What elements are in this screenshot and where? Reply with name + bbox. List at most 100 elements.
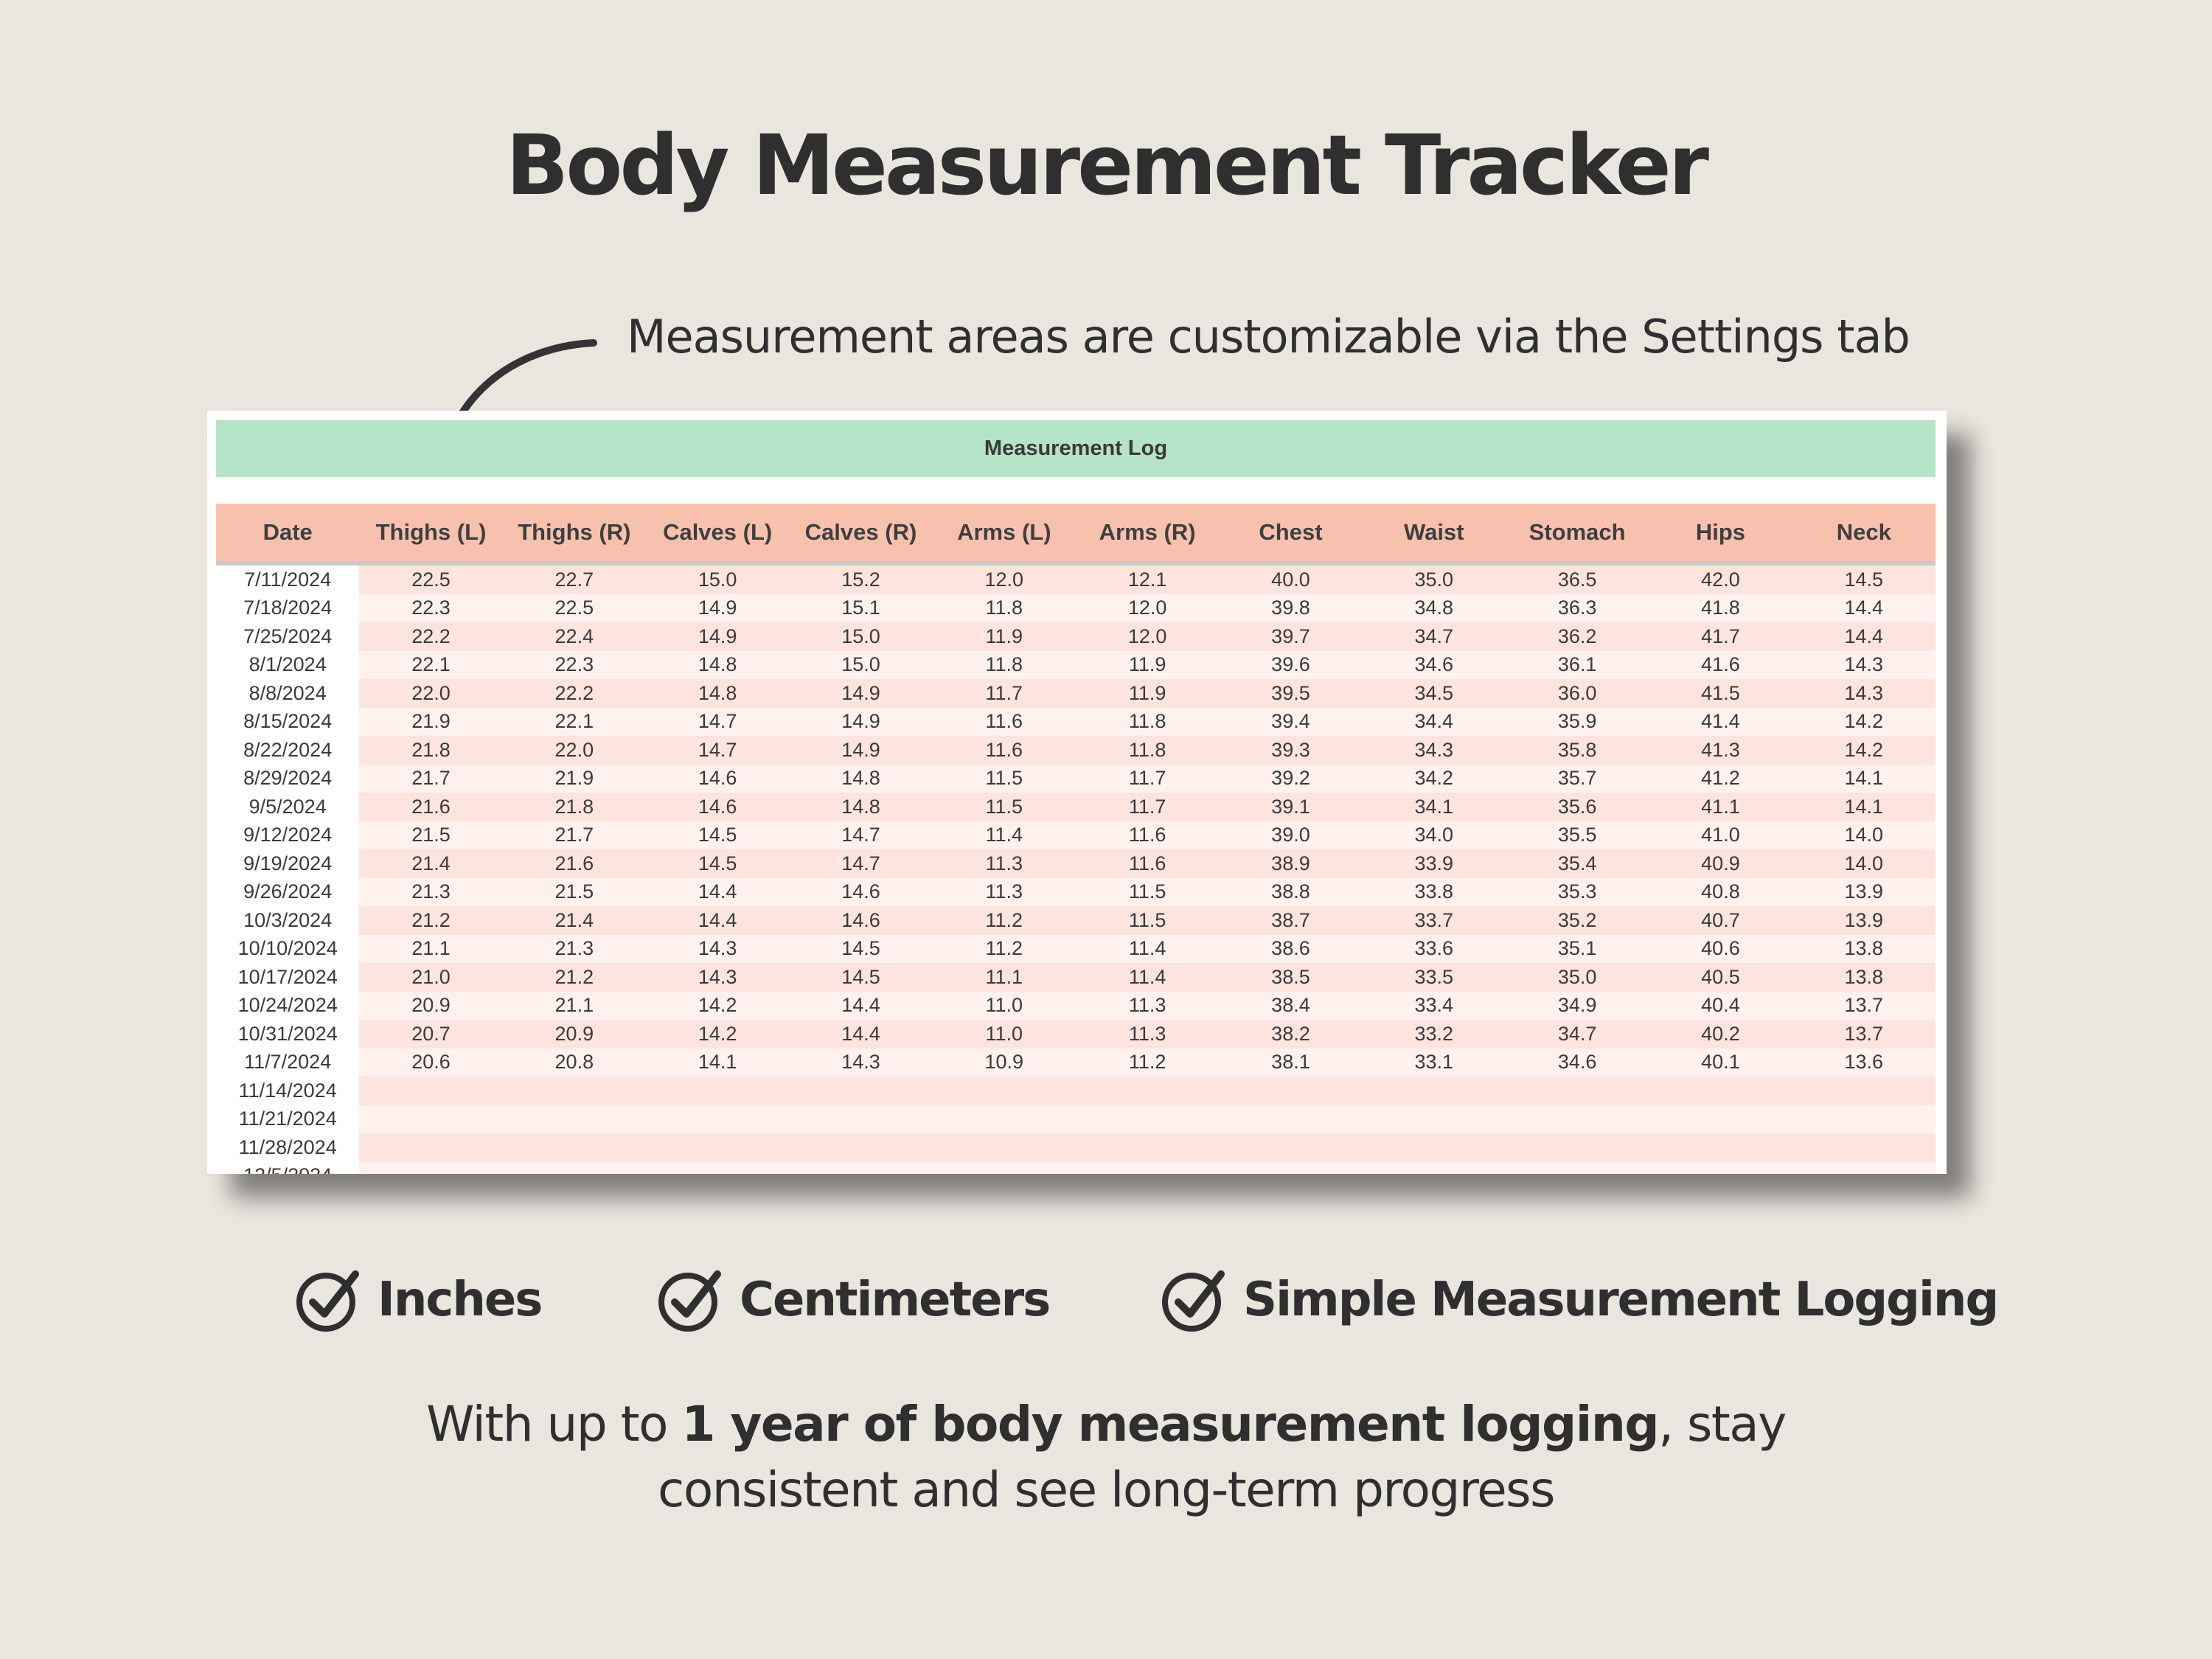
value-cell: 34.8: [1362, 594, 1506, 622]
value-cell: 14.2: [645, 991, 790, 1020]
column-header: Stomach: [1505, 504, 1649, 566]
value-cell: 14.2: [1792, 736, 1935, 765]
footer-line: consistent and see long-term progress: [658, 1461, 1555, 1518]
value-cell: 38.4: [1219, 991, 1363, 1020]
value-cell: 11.6: [932, 736, 1076, 765]
value-cell: [1362, 1161, 1506, 1174]
value-cell: 39.8: [1219, 594, 1363, 622]
value-cell: 22.0: [502, 736, 646, 765]
value-cell: 34.5: [1362, 679, 1506, 708]
value-cell: 38.1: [1219, 1048, 1363, 1077]
value-cell: 14.3: [1792, 650, 1935, 679]
value-cell: 21.8: [359, 736, 503, 765]
value-cell: 11.5: [932, 793, 1076, 821]
value-cell: 39.5: [1219, 679, 1363, 708]
value-cell: 33.1: [1362, 1048, 1506, 1077]
value-cell: [1075, 1105, 1220, 1133]
value-cell: 14.1: [645, 1048, 790, 1077]
footer-bold: 1 year of body measurement logging: [681, 1396, 1659, 1453]
table-row: 11/14/2024: [216, 1077, 1935, 1105]
value-cell: [932, 1133, 1076, 1162]
table-row: 9/5/2024 21.6 21.8 14.6 14.8 11.5 11.7 39.1 34.1…: [216, 793, 1935, 821]
value-cell: 38.5: [1219, 963, 1363, 992]
value-cell: 14.9: [645, 594, 790, 622]
value-cell: 40.6: [1649, 934, 1792, 963]
column-header: Chest: [1219, 504, 1363, 566]
value-cell: 22.1: [359, 650, 503, 679]
value-cell: 34.3: [1362, 736, 1506, 765]
value-cell: 14.4: [1792, 622, 1935, 651]
value-cell: [932, 1161, 1076, 1174]
value-cell: [1075, 1161, 1220, 1174]
value-cell: 12.0: [1075, 622, 1220, 651]
value-cell: 40.8: [1649, 877, 1792, 906]
value-cell: [645, 1105, 790, 1133]
value-cell: 39.0: [1219, 821, 1363, 849]
date-cell: 7/18/2024: [216, 594, 360, 622]
value-cell: 11.5: [1075, 906, 1220, 935]
value-cell: 41.1: [1649, 793, 1792, 821]
value-cell: [1219, 1105, 1363, 1133]
value-cell: 22.1: [502, 707, 646, 736]
value-cell: 21.9: [359, 707, 503, 736]
value-cell: 21.6: [359, 793, 503, 821]
value-cell: 21.2: [359, 906, 503, 935]
value-cell: 39.4: [1219, 707, 1363, 736]
value-cell: 34.7: [1505, 1020, 1649, 1048]
check-icon: [1162, 1270, 1225, 1332]
column-header: Arms (R): [1075, 504, 1220, 566]
value-cell: 33.2: [1362, 1020, 1506, 1048]
value-cell: 21.6: [502, 849, 646, 878]
value-cell: 38.7: [1219, 906, 1363, 935]
value-cell: 14.5: [645, 821, 790, 849]
feature: Inches: [295, 1265, 543, 1335]
value-cell: 14.4: [789, 991, 933, 1020]
value-cell: [1219, 1077, 1363, 1105]
value-cell: 11.3: [1075, 1020, 1220, 1048]
value-cell: 14.5: [1792, 563, 1935, 594]
value-cell: 35.0: [1505, 963, 1649, 992]
value-cell: 14.7: [645, 736, 790, 765]
value-cell: 14.9: [789, 736, 933, 765]
date-cell: 8/29/2024: [216, 764, 360, 793]
value-cell: 35.9: [1505, 707, 1649, 736]
value-cell: [1219, 1161, 1363, 1174]
value-cell: [1792, 1133, 1935, 1162]
value-cell: 11.7: [1075, 793, 1220, 821]
value-cell: 14.8: [789, 793, 933, 821]
value-cell: 34.7: [1362, 622, 1506, 651]
value-cell: 11.2: [1075, 1048, 1220, 1077]
value-cell: 15.2: [789, 563, 933, 594]
value-cell: 11.8: [1075, 707, 1220, 736]
value-cell: 11.2: [932, 934, 1076, 963]
value-cell: 15.0: [789, 650, 933, 679]
value-cell: 11.4: [1075, 963, 1220, 992]
check-icon: [658, 1270, 721, 1332]
value-cell: [359, 1077, 503, 1105]
value-cell: 11.3: [932, 849, 1076, 878]
value-cell: 33.9: [1362, 849, 1506, 878]
value-cell: 38.2: [1219, 1020, 1363, 1048]
value-cell: 36.1: [1505, 650, 1649, 679]
table-row: 9/26/2024 21.3 21.5 14.4 14.6 11.3 11.5 38.8 33.…: [216, 877, 1935, 906]
measurement-table: Date Thighs (L) Thighs (R) Calves (L) Calves…: [216, 504, 1935, 1174]
table-row: 7/18/2024 22.3 22.5 14.9 15.1 11.8 12.0 39.8 34.…: [216, 594, 1935, 622]
value-cell: 20.9: [502, 1020, 646, 1048]
value-cell: 10.9: [932, 1048, 1076, 1077]
value-cell: 22.0: [359, 679, 503, 708]
feature-label: Centimeters: [740, 1272, 1051, 1327]
value-cell: 39.3: [1219, 736, 1363, 765]
value-cell: 11.3: [1075, 991, 1220, 1020]
value-cell: 21.9: [502, 764, 646, 793]
value-cell: 12.1: [1075, 563, 1220, 594]
date-cell: 9/19/2024: [216, 849, 360, 878]
value-cell: 39.2: [1219, 764, 1363, 793]
value-cell: 21.7: [359, 764, 503, 793]
value-cell: 14.9: [789, 707, 933, 736]
value-cell: 11.7: [1075, 764, 1220, 793]
value-cell: 36.3: [1505, 594, 1649, 622]
value-cell: 33.4: [1362, 991, 1506, 1020]
value-cell: 41.7: [1649, 622, 1792, 651]
value-cell: 34.0: [1362, 821, 1506, 849]
value-cell: 20.7: [359, 1020, 503, 1048]
